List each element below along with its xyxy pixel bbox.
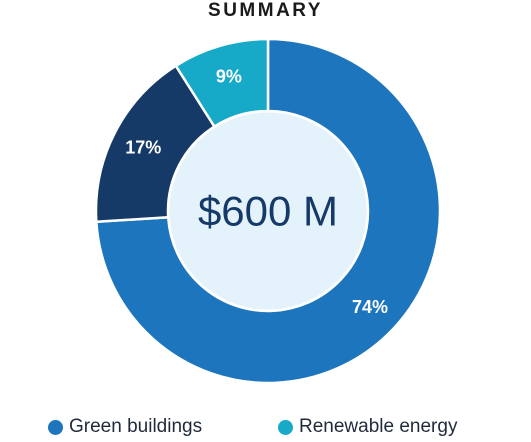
legend-label-green-buildings: Green buildings [69, 416, 203, 437]
legend-item-green-buildings: Green buildings [48, 416, 202, 438]
donut-slice-renewable-energy [174, 37, 270, 129]
legend-swatch-renewable-energy [278, 419, 293, 435]
slice-label-renewable-energy: 9% [216, 67, 242, 87]
chart-title: SUMMARY [208, 0, 323, 21]
legend-swatch-green-buildings [48, 419, 63, 435]
legend-item-renewable-energy: Renewable energy [278, 416, 457, 438]
slice-label-green-buildings: 74% [352, 297, 388, 317]
legend-label-renewable-energy: Renewable energy [299, 416, 458, 437]
center-total-label: $600 M [198, 188, 338, 235]
donut-slice-green-buildings [95, 37, 442, 385]
legend: Green buildings Renewable energy [0, 416, 531, 438]
donut-center [169, 112, 367, 310]
slice-label-slice-2: 17% [125, 137, 161, 157]
